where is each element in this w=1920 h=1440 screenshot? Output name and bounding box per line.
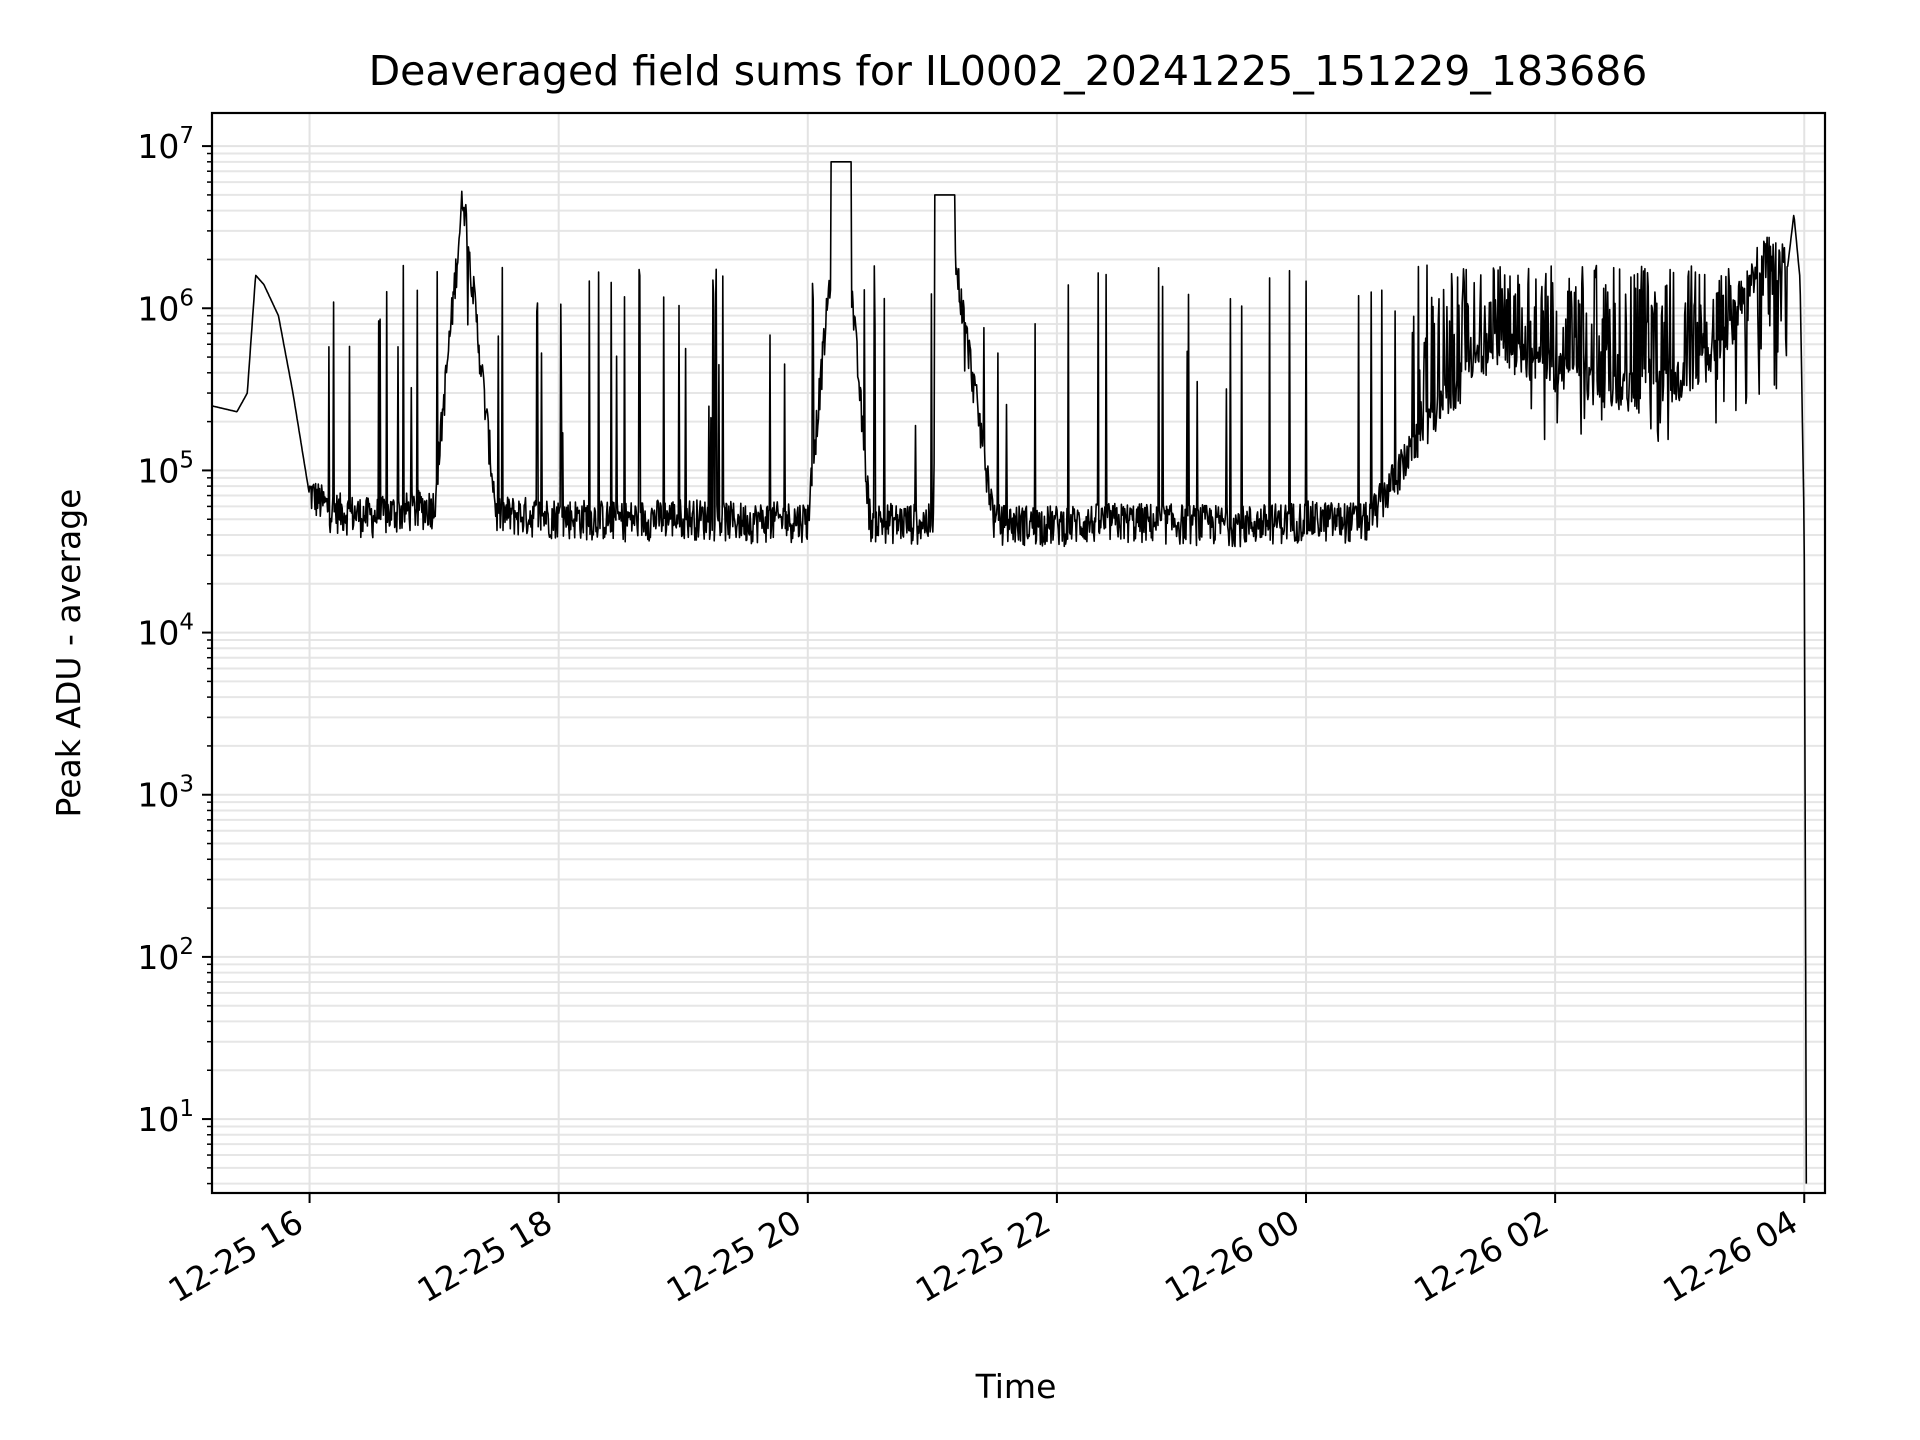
y-tick-label: 104 [137,610,194,653]
x-axis-label: Time [975,1367,1057,1406]
y-tick-label: 102 [137,934,194,977]
x-tick-label: 12-25 20 [660,1202,808,1310]
y-tick-exponent: 3 [179,772,194,798]
y-tick-base: 10 [137,1100,179,1139]
y-tick-base: 10 [137,127,179,166]
y-tick-base: 10 [137,938,179,977]
y-tick-label: 105 [137,447,194,490]
y-tick-base: 10 [137,451,179,490]
x-tick-label: 12-26 00 [1158,1202,1306,1310]
plot-area [211,161,1808,1184]
y-tick-exponent: 2 [179,934,194,960]
y-tick-base: 10 [137,614,179,653]
x-tick-label: 12-26 02 [1407,1202,1555,1310]
x-tick-label: 12-25 16 [162,1202,310,1310]
y-tick-label: 107 [137,123,194,166]
y-axis-label: Peak ADU - average [49,489,88,818]
y-tick-base: 10 [137,776,179,815]
y-tick-exponent: 5 [179,447,194,473]
y-tick-exponent: 6 [179,285,194,311]
x-tick-label: 12-26 04 [1656,1202,1804,1310]
x-axis: 12-25 16 12-25 18 12-25 20 12-25 22 12-26 00… [162,1193,1806,1310]
y-tick-base: 10 [137,289,179,328]
y-tick-label: 103 [137,772,194,815]
grid [212,113,1825,1193]
x-tick-label: 12-25 18 [411,1202,559,1310]
y-tick-exponent: 7 [179,123,194,149]
y-tick-exponent: 4 [179,610,194,636]
chart-title: Deaveraged field sums for IL0002_2024122… [369,47,1648,95]
y-tick-label: 106 [137,285,194,328]
plot-frame [210,111,1827,1195]
x-tick-label: 12-25 22 [909,1202,1057,1310]
y-tick-exponent: 1 [179,1096,194,1122]
data-series-line [211,161,1808,1184]
y-tick-label: 101 [137,1096,194,1139]
